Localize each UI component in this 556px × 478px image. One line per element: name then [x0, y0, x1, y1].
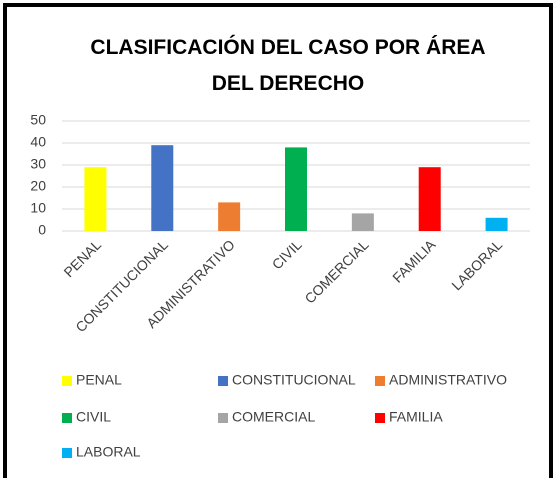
y-tick-label: 50 [30, 112, 46, 128]
bar [84, 167, 107, 231]
bar [351, 213, 374, 231]
legend-label: PENAL [76, 372, 122, 388]
legend-label: CIVIL [76, 409, 111, 425]
y-tick-label: 20 [30, 178, 46, 194]
bar [218, 202, 241, 231]
legend-label: ADMINISTRATIVO [389, 372, 507, 388]
y-tick-label: 40 [30, 134, 46, 150]
legend-label: COMERCIAL [232, 409, 315, 425]
x-tick-label: CIVIL [269, 236, 305, 272]
legend-swatch [62, 413, 72, 423]
x-tick-label: PENAL [60, 236, 104, 280]
y-tick-label: 10 [30, 200, 46, 216]
legend-label: LABORAL [76, 444, 141, 460]
legend-swatch [62, 376, 72, 386]
y-tick-label: 30 [30, 156, 46, 172]
legend-label: FAMILIA [389, 409, 443, 425]
chart-title: CLASIFICACIÓN DEL CASO POR ÁREA DEL DERE… [90, 36, 486, 95]
bar [151, 145, 174, 231]
y-tick-label: 0 [38, 222, 46, 238]
x-tick-label: COMERCIAL [301, 236, 371, 306]
frame [3, 3, 553, 478]
bar [285, 147, 307, 231]
x-tick-label: FAMILIA [389, 236, 439, 286]
legend-swatch [375, 413, 385, 423]
legend-swatch [218, 413, 228, 423]
legend-label: CONSTITUCIONAL [232, 372, 356, 388]
bar [485, 217, 508, 231]
legend-swatch [375, 376, 385, 386]
bar [418, 167, 441, 231]
x-tick-label: LABORAL [448, 236, 505, 293]
legend-swatch [62, 448, 72, 458]
legend-swatch [218, 376, 228, 386]
